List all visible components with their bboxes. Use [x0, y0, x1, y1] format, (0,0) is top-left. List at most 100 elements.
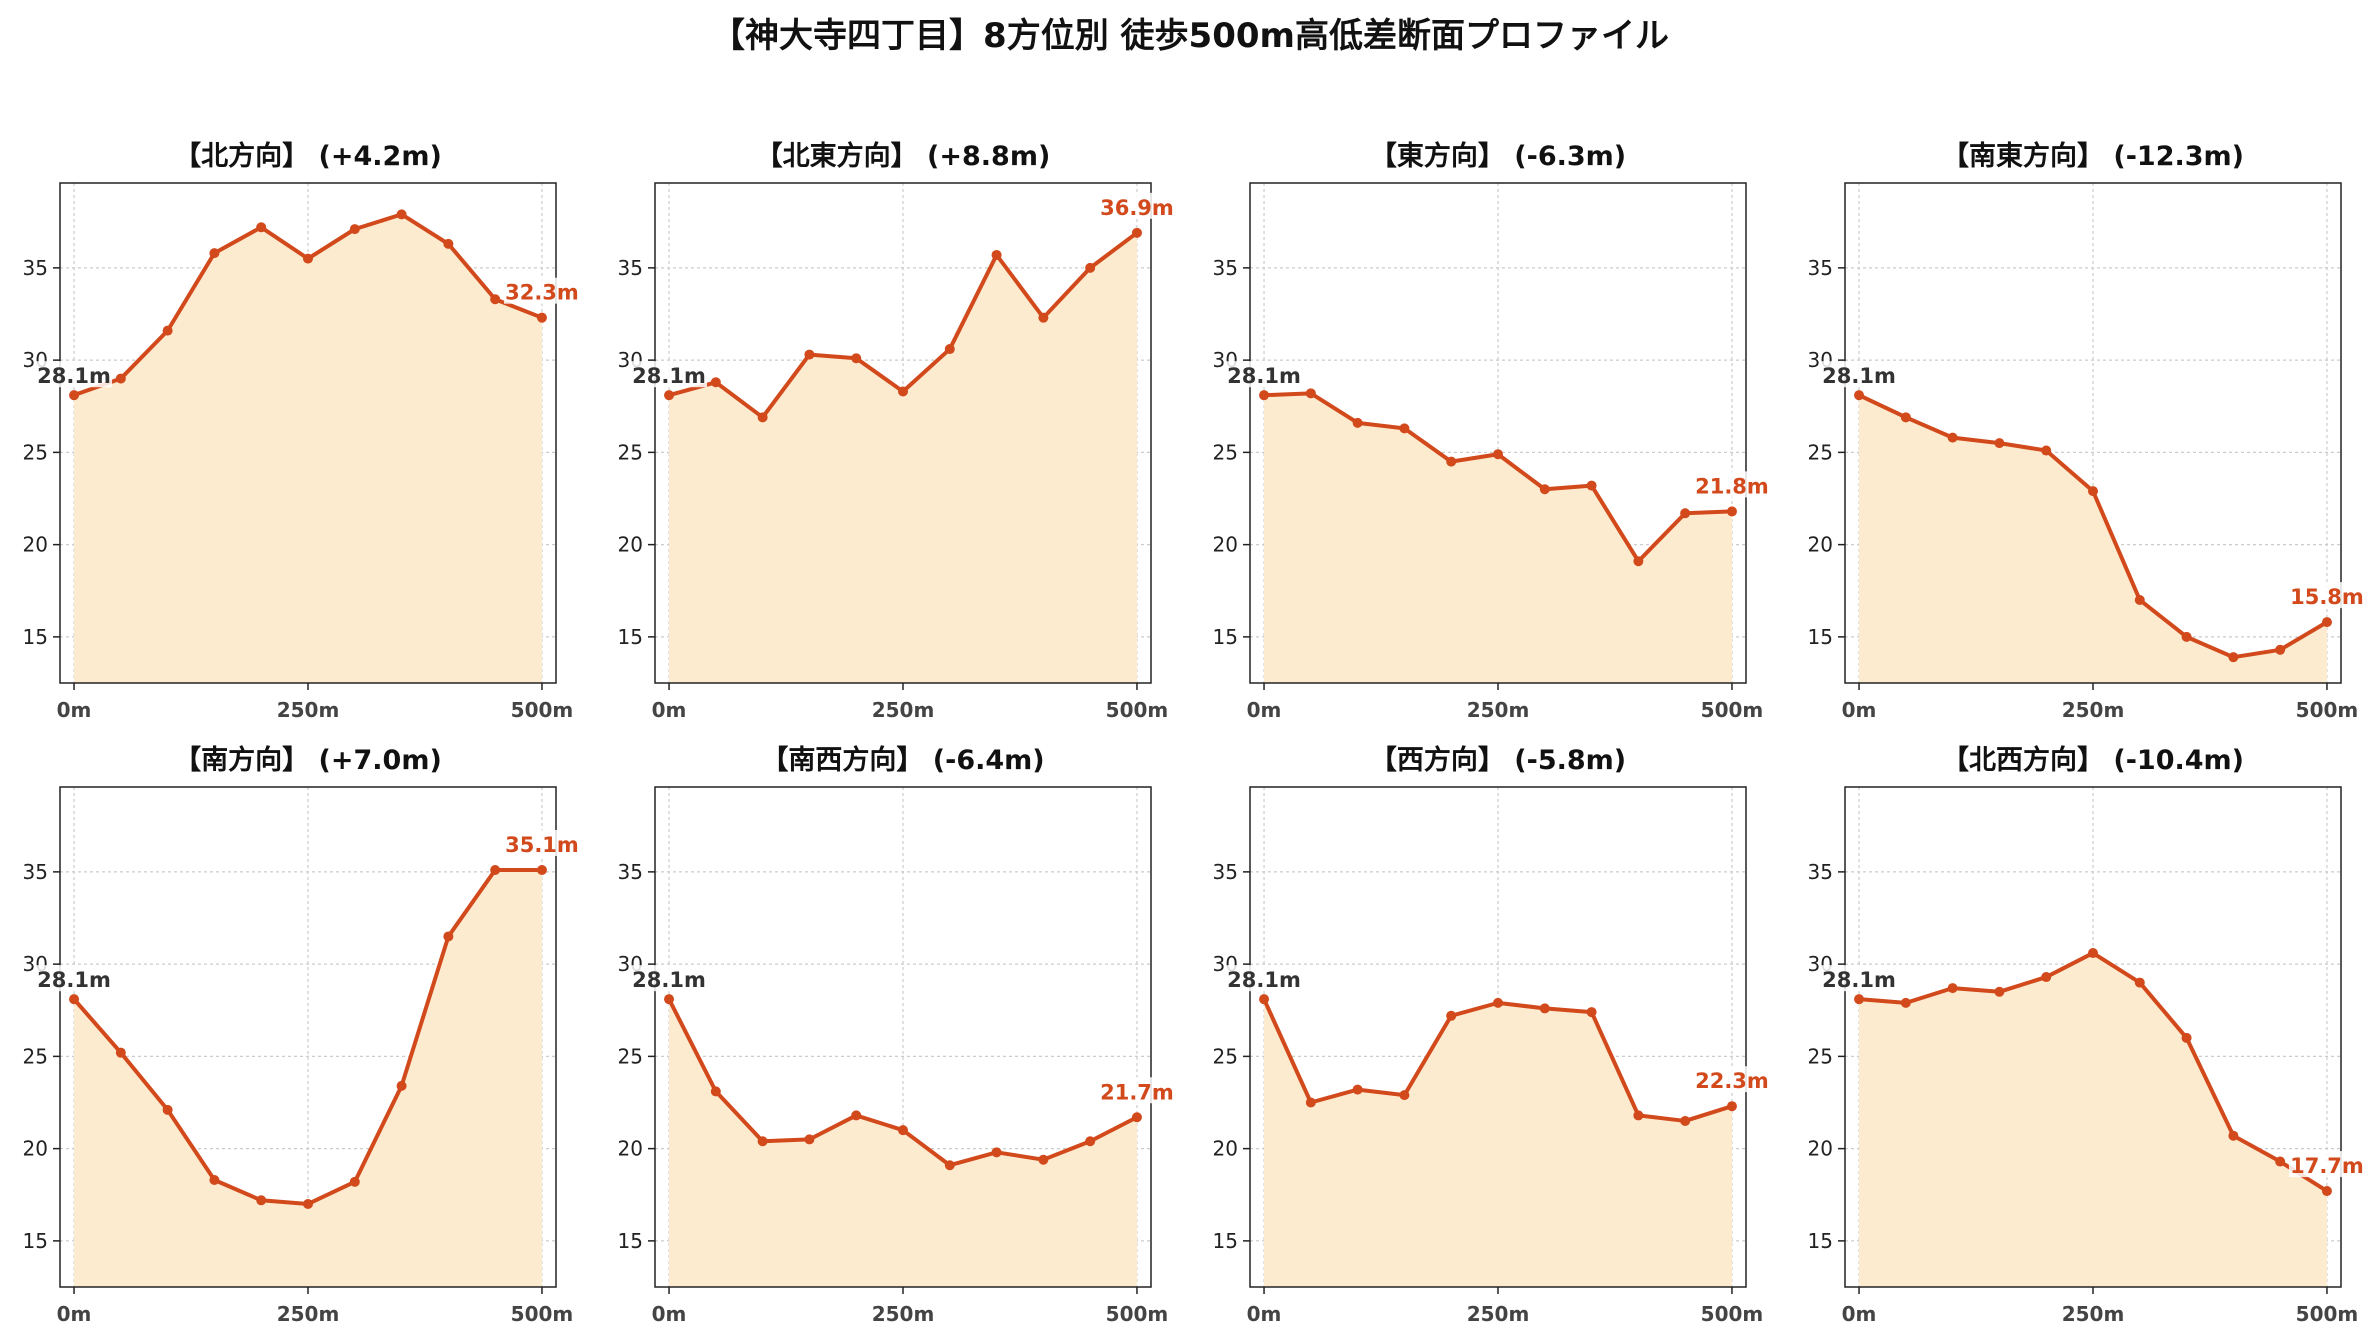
- start-label-box: [1226, 361, 1303, 388]
- y-tick-label: 35: [618, 860, 643, 884]
- y-tick-label: 35: [618, 256, 643, 280]
- data-point: [2041, 445, 2052, 456]
- data-point: [757, 412, 768, 423]
- y-tick-label: 35: [23, 860, 48, 884]
- x-tick-label: 250m: [1467, 698, 1530, 722]
- y-tick-label: 25: [618, 440, 643, 464]
- data-point: [2041, 972, 2052, 983]
- data-point: [209, 1174, 220, 1185]
- data-point: [443, 238, 454, 249]
- panel-title: 【南東方向】 (-12.3m): [1942, 140, 2244, 172]
- data-point: [710, 1086, 721, 1097]
- data-point: [1352, 417, 1363, 428]
- data-point: [2228, 652, 2239, 663]
- y-tick-label: 25: [1808, 440, 1833, 464]
- x-tick-label: 0m: [652, 1302, 687, 1326]
- data-point: [2321, 617, 2332, 628]
- y-tick-label: 35: [1808, 256, 1833, 280]
- data-point: [944, 344, 955, 355]
- x-tick-label: 500m: [1106, 1302, 1169, 1326]
- end-value-label: 17.7m: [2290, 1154, 2364, 1178]
- end-label-box: [503, 277, 580, 304]
- panel-title: 【北東方向】 (+8.8m): [756, 140, 1051, 172]
- data-point: [804, 1134, 815, 1145]
- data-point: [1352, 1084, 1363, 1095]
- data-point: [490, 865, 501, 876]
- x-tick-label: 500m: [1701, 1302, 1764, 1326]
- panel-title: 【北西方向】 (-10.4m): [1942, 744, 2244, 776]
- data-point: [991, 1147, 1002, 1158]
- data-point: [1994, 438, 2005, 449]
- data-point: [1038, 312, 1049, 323]
- x-tick-label: 500m: [511, 698, 574, 722]
- y-tick-label: 15: [1808, 1229, 1833, 1253]
- y-tick-label: 20: [1808, 533, 1833, 557]
- y-tick-label: 20: [618, 1137, 643, 1161]
- start-label-box: [36, 965, 113, 992]
- data-point: [69, 994, 80, 1005]
- data-point: [1085, 262, 1096, 273]
- data-point: [944, 1160, 955, 1171]
- end-label-box: [1693, 471, 1770, 498]
- end-label-box: [503, 830, 580, 857]
- data-point: [804, 349, 815, 360]
- data-point: [1726, 1101, 1737, 1112]
- data-point: [1446, 456, 1457, 467]
- y-tick-label: 25: [1213, 440, 1238, 464]
- data-point: [256, 1195, 267, 1206]
- start-label-box: [1821, 361, 1898, 388]
- data-point: [757, 1136, 768, 1147]
- x-tick-label: 500m: [2296, 698, 2359, 722]
- start-value-label: 28.1m: [1822, 968, 1896, 992]
- data-point: [2088, 486, 2098, 497]
- panel-title: 【南方向】 (+7.0m): [174, 744, 442, 776]
- data-point: [1854, 994, 1865, 1005]
- area-fill: [1859, 953, 2327, 1287]
- y-tick-label: 15: [618, 625, 643, 649]
- end-label-box: [1693, 1066, 1770, 1093]
- data-point: [115, 1047, 126, 1058]
- x-tick-label: 0m: [1247, 698, 1282, 722]
- start-label-box: [631, 361, 708, 388]
- panel-title: 【北方向】 (+4.2m): [174, 140, 442, 172]
- y-tick-label: 15: [1213, 625, 1238, 649]
- data-point: [162, 325, 173, 336]
- data-point: [349, 1176, 360, 1187]
- panel-title: 【南西方向】 (-6.4m): [761, 744, 1044, 776]
- end-label-box: [2288, 1151, 2365, 1178]
- area-fill: [74, 214, 542, 684]
- data-point: [1259, 390, 1270, 401]
- data-point: [2088, 948, 2098, 959]
- x-tick-label: 0m: [57, 1302, 92, 1326]
- data-point: [2321, 1186, 2332, 1197]
- y-tick-label: 35: [23, 256, 48, 280]
- data-point: [1305, 388, 1316, 399]
- start-value-label: 28.1m: [1227, 364, 1301, 388]
- data-point: [1947, 983, 1958, 994]
- data-point: [162, 1104, 173, 1115]
- data-point: [2228, 1130, 2239, 1141]
- start-value-label: 28.1m: [1227, 968, 1301, 992]
- data-point: [2134, 977, 2145, 988]
- y-tick-label: 35: [1213, 860, 1238, 884]
- data-point: [1446, 1010, 1457, 1021]
- x-tick-label: 250m: [2062, 1302, 2125, 1326]
- data-point: [664, 390, 675, 401]
- y-tick-label: 25: [23, 1044, 48, 1068]
- start-value-label: 28.1m: [37, 364, 111, 388]
- y-tick-label: 15: [618, 1229, 643, 1253]
- data-point: [115, 373, 126, 384]
- x-tick-label: 500m: [1106, 698, 1169, 722]
- y-tick-label: 20: [618, 533, 643, 557]
- start-label-box: [36, 361, 113, 388]
- area-fill: [74, 870, 542, 1287]
- x-tick-label: 250m: [2062, 698, 2125, 722]
- data-point: [1680, 1115, 1691, 1126]
- y-tick-label: 15: [23, 1229, 48, 1253]
- end-label-box: [1098, 1077, 1175, 1104]
